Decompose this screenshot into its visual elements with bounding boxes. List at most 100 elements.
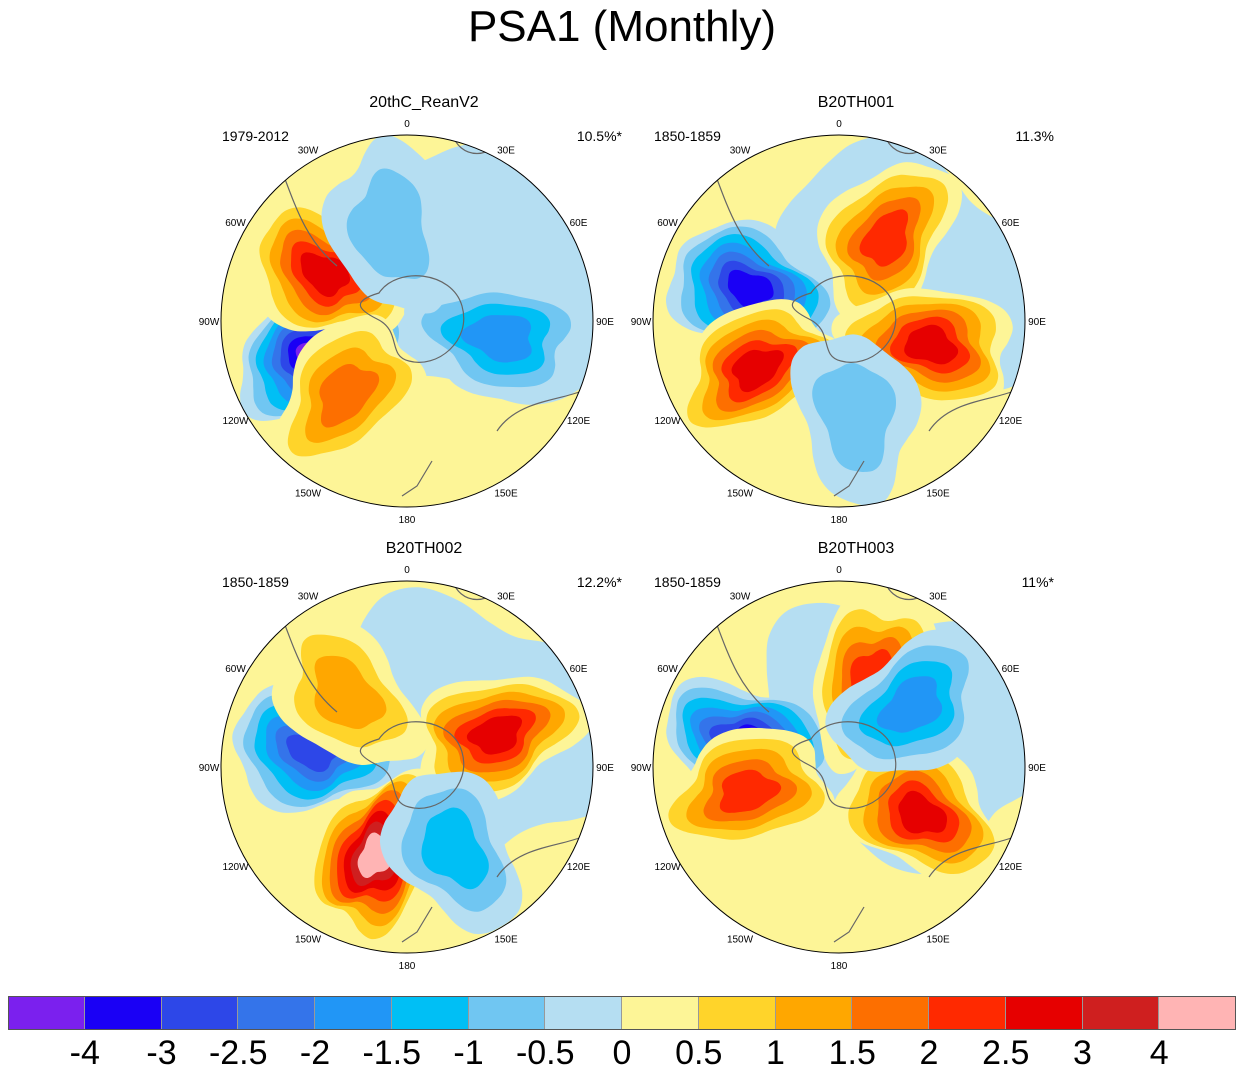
colorbar bbox=[8, 996, 1236, 1032]
colorbar-label: 2.5 bbox=[982, 1034, 1030, 1072]
lon-label: 90W bbox=[199, 317, 220, 328]
coastline-australia bbox=[928, 390, 1015, 432]
panel-title: B20TH002 bbox=[385, 540, 463, 557]
main-title: PSA1 (Monthly) bbox=[467, 2, 777, 51]
lon-label: 180 bbox=[399, 961, 416, 972]
contour-level bbox=[314, 655, 387, 730]
colorbar-segment bbox=[315, 996, 392, 1030]
coastline-south-america bbox=[713, 616, 770, 713]
contour-level bbox=[876, 676, 943, 733]
colorbar-label: -2 bbox=[299, 1034, 331, 1072]
panel-b20th003: B20TH003 1850-1859 11%* 0 30E 60E 90E 120E 15… bbox=[631, 540, 1066, 980]
lon-label: 120W bbox=[654, 862, 681, 873]
coastline-australia bbox=[496, 390, 583, 432]
contour-level bbox=[421, 807, 489, 890]
lon-label: 30E bbox=[929, 592, 947, 603]
lon-label: 60E bbox=[1002, 218, 1020, 229]
coastline-south-america bbox=[713, 170, 770, 267]
lon-label: 90W bbox=[631, 317, 652, 328]
lon-label: 150E bbox=[926, 935, 950, 946]
lon-label: 90E bbox=[1028, 317, 1046, 328]
lon-label: 150E bbox=[494, 935, 518, 946]
colorbar-label: -2.5 bbox=[208, 1034, 268, 1072]
coastline-antarctica bbox=[791, 275, 897, 363]
contour-level bbox=[812, 363, 897, 472]
colorbar-segment bbox=[468, 996, 546, 1030]
colorbar-segment bbox=[161, 996, 239, 1030]
contour-level bbox=[859, 209, 909, 267]
panel-period: 1850-1859 bbox=[222, 574, 289, 590]
lon-label: 60W bbox=[225, 664, 246, 675]
lon-label: 180 bbox=[831, 515, 848, 526]
colorbar-segment bbox=[852, 996, 929, 1030]
contour-level bbox=[731, 349, 784, 393]
lon-label: 0 bbox=[836, 119, 842, 130]
panel-variance: 11%* bbox=[1021, 574, 1054, 590]
lon-label: 0 bbox=[836, 565, 842, 576]
panel-title: 20thC_ReanV2 bbox=[369, 94, 479, 111]
panel-title: B20TH001 bbox=[817, 94, 895, 111]
panel-variance: 12.2%* bbox=[576, 574, 622, 590]
lon-label: 120E bbox=[567, 862, 591, 873]
coastline-new-zealand bbox=[833, 906, 865, 943]
lon-label: 150W bbox=[727, 935, 754, 946]
polar-map: 0 30E 60E 90E 120E 150E 180 150W 120W 90W 60W 30W bbox=[631, 119, 1047, 526]
coastline-south-america bbox=[281, 170, 338, 267]
lon-label: 30E bbox=[497, 592, 515, 603]
map-border bbox=[220, 134, 594, 508]
coastline-new-zealand bbox=[401, 906, 433, 943]
lon-label: 150E bbox=[926, 489, 950, 500]
lon-label: 60E bbox=[570, 664, 588, 675]
panel-20thc-reanv2: 20thC_ReanV2 1979-2012 10.5%* 0 30E 60E 90E… bbox=[199, 94, 634, 534]
lon-label: 90E bbox=[596, 317, 614, 328]
lon-label: 120W bbox=[222, 862, 249, 873]
colorbar-segment bbox=[622, 996, 699, 1030]
coastline-new-zealand bbox=[401, 460, 433, 497]
lon-label: 120W bbox=[222, 416, 249, 427]
coastline-south-america bbox=[281, 616, 338, 713]
contour-level bbox=[466, 715, 523, 755]
panel-period: 1979-2012 bbox=[222, 128, 289, 144]
colorbar-segment bbox=[391, 996, 469, 1030]
panel-period: 1850-1859 bbox=[654, 574, 721, 590]
coastline-antarctica bbox=[359, 275, 465, 363]
colorbar-segment bbox=[84, 996, 162, 1030]
lon-label: 30W bbox=[730, 592, 751, 603]
contour-level bbox=[719, 769, 782, 813]
colorbar-segment bbox=[929, 996, 1006, 1030]
panel-variance: 10.5%* bbox=[576, 128, 622, 144]
colorbar-label: -1 bbox=[453, 1034, 484, 1072]
lon-label: 60W bbox=[225, 218, 246, 229]
colorbar-label: 0 bbox=[612, 1034, 632, 1072]
lon-label: 120E bbox=[999, 416, 1023, 427]
coastline-new-zealand bbox=[833, 460, 865, 497]
map-border bbox=[652, 580, 1026, 954]
coastline-australia bbox=[496, 836, 583, 878]
coastline-antarctica bbox=[791, 721, 897, 809]
panel-b20th001: B20TH001 1850-1859 11.3% 0 30E 60E 90E 120E 1… bbox=[631, 94, 1066, 534]
lon-label: 30W bbox=[730, 146, 751, 157]
lon-label: 150W bbox=[727, 489, 754, 500]
lon-label: 150W bbox=[295, 935, 322, 946]
lon-label: 30E bbox=[497, 146, 515, 157]
colorbar-segment bbox=[698, 996, 776, 1030]
lon-label: 120W bbox=[654, 416, 681, 427]
coastline-antarctica bbox=[359, 721, 465, 809]
colorbar-segment bbox=[238, 996, 315, 1030]
lon-label: 120E bbox=[999, 862, 1023, 873]
lon-label: 90W bbox=[199, 763, 220, 774]
contour-level bbox=[460, 315, 532, 363]
colorbar-label: 2 bbox=[919, 1034, 939, 1072]
contour-level bbox=[898, 790, 947, 834]
colorbar-label: 3 bbox=[1073, 1034, 1092, 1072]
lon-label: 60E bbox=[1002, 664, 1020, 675]
lon-label: 30E bbox=[929, 146, 947, 157]
contour-level bbox=[319, 363, 380, 428]
colorbar-label: 1.5 bbox=[828, 1034, 876, 1072]
lon-label: 90E bbox=[1028, 763, 1046, 774]
contour-level bbox=[904, 324, 959, 365]
polar-map: 0 30E 60E 90E 120E 150E 180 150W 120W 90W 60W 30W bbox=[199, 565, 615, 972]
lon-label: 0 bbox=[404, 565, 410, 576]
colorbar-label: 1 bbox=[766, 1034, 785, 1072]
panel-variance: 11.3% bbox=[1015, 128, 1054, 144]
